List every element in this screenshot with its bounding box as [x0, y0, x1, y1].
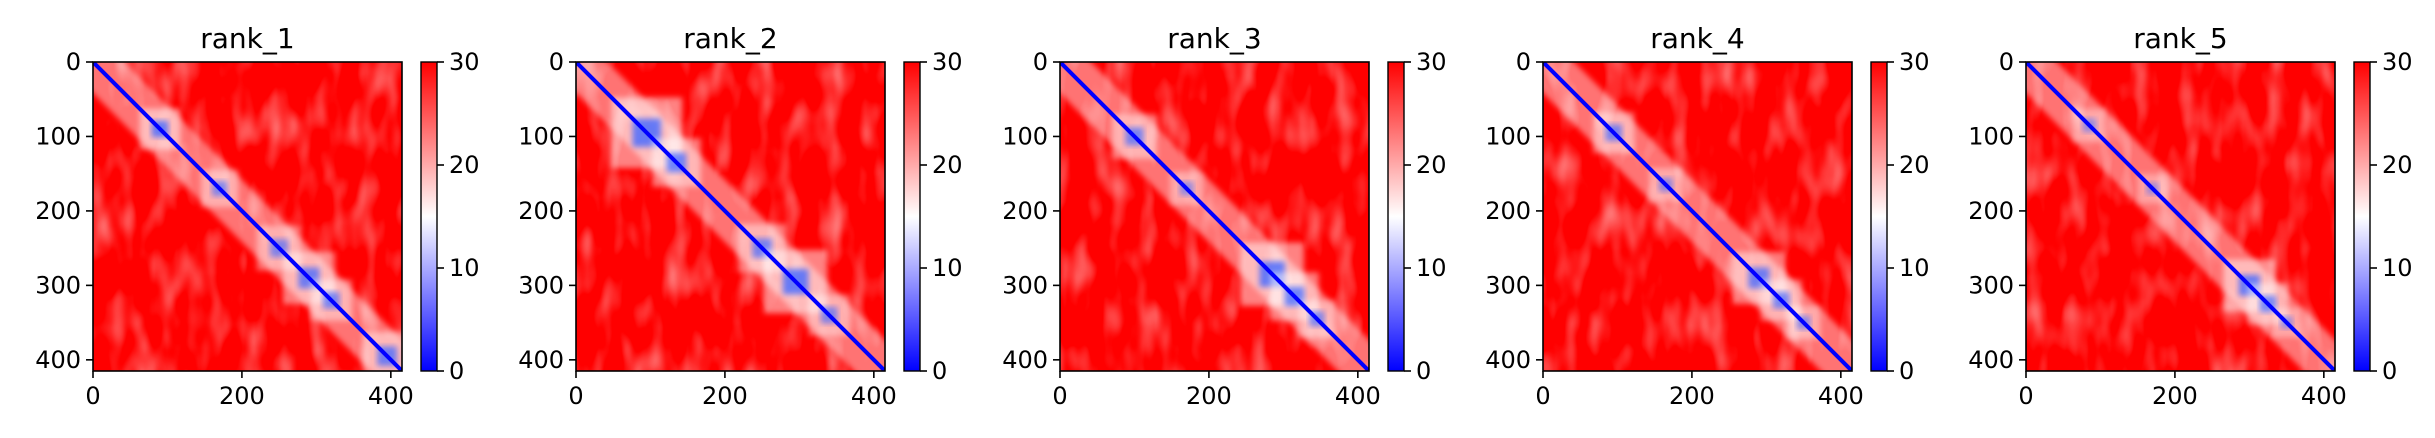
- colorbar-tick-label: 30: [2382, 48, 2413, 76]
- x-tick-label: 0: [85, 382, 100, 410]
- colorbar-tick-label: 0: [932, 357, 947, 385]
- y-tick-label: 300: [1968, 271, 2014, 299]
- colorbar-gradient: [420, 61, 438, 372]
- colorbar-tick-label: 10: [932, 254, 963, 282]
- panel-title: rank_2: [683, 22, 777, 55]
- colorbar-gradient: [1387, 61, 1405, 372]
- axes-frame: [2025, 61, 2336, 372]
- x-tick-label: 0: [1052, 382, 1067, 410]
- colorbar-gradient: [1870, 61, 1888, 372]
- heatmap-image: [2026, 62, 2335, 371]
- x-tick-label: 400: [1818, 382, 1864, 410]
- y-tick-label: 400: [1485, 346, 1531, 374]
- y-tick-label: 0: [1033, 48, 1048, 76]
- colorbar-tick-label: 10: [2382, 254, 2413, 282]
- y-tick-label: 400: [1002, 346, 1048, 374]
- colorbar: 0 10 20 30: [2353, 48, 2413, 385]
- y-tick-label: 200: [518, 197, 564, 225]
- colorbar-tick-label: 20: [1416, 151, 1447, 179]
- main-diagonal: [576, 62, 885, 371]
- y-tick-label: 300: [35, 271, 81, 299]
- y-tick-label: 100: [518, 122, 564, 150]
- colorbar: 0 10 20 30: [1387, 48, 1447, 385]
- colorbar-tick-label: 20: [1899, 151, 1930, 179]
- colorbar-tick-label: 0: [1899, 357, 1914, 385]
- y-tick-label: 300: [1002, 271, 1048, 299]
- colorbar-tick-label: 20: [449, 151, 480, 179]
- colorbar-gradient: [2353, 61, 2371, 372]
- heatmap-image: [93, 62, 402, 371]
- main-diagonal: [1543, 62, 1852, 371]
- colorbar-tick-label: 10: [1416, 254, 1447, 282]
- colorbar-tick-label: 10: [1899, 254, 1930, 282]
- y-tick-label: 200: [1002, 197, 1048, 225]
- y-tick-label: 200: [1968, 197, 2014, 225]
- y-tick-label: 0: [1516, 48, 1531, 76]
- y-tick-label: 300: [1485, 271, 1531, 299]
- axes-frame: [575, 61, 886, 372]
- colorbar-tick-label: 30: [1416, 48, 1447, 76]
- panel-title: rank_3: [1167, 22, 1261, 55]
- x-tick-label: 200: [702, 382, 748, 410]
- y-tick-label: 400: [35, 346, 81, 374]
- panel-title: rank_5: [2133, 22, 2227, 55]
- colorbar-tick-label: 0: [1416, 357, 1431, 385]
- x-tick-label: 0: [1535, 382, 1550, 410]
- colorbar-tick-label: 0: [2382, 357, 2397, 385]
- y-tick-label: 100: [1485, 122, 1531, 150]
- y-tick-label: 100: [1002, 122, 1048, 150]
- colorbar: 0 10 20 30: [1870, 48, 1930, 385]
- colorbar: 0 10 20 30: [420, 48, 480, 385]
- colorbar-tick-label: 20: [932, 151, 963, 179]
- y-tick-label: 0: [549, 48, 564, 76]
- axes-frame: [92, 61, 403, 372]
- y-tick-label: 300: [518, 271, 564, 299]
- x-tick-label: 200: [1669, 382, 1715, 410]
- x-tick-label: 0: [2018, 382, 2033, 410]
- y-tick-label: 0: [66, 48, 81, 76]
- y-tick-label: 100: [1968, 122, 2014, 150]
- heatmap-image: [576, 62, 885, 371]
- main-diagonal: [1060, 62, 1369, 371]
- y-tick-label: 400: [518, 346, 564, 374]
- main-diagonal: [2026, 62, 2335, 371]
- x-tick-label: 200: [219, 382, 265, 410]
- x-tick-label: 200: [1186, 382, 1232, 410]
- panel-title: rank_1: [200, 22, 294, 55]
- heatmap-image: [1543, 62, 1852, 371]
- panel-title: rank_4: [1650, 22, 1744, 55]
- main-diagonal: [93, 62, 402, 371]
- colorbar-tick-label: 10: [449, 254, 480, 282]
- y-tick-label: 100: [35, 122, 81, 150]
- colorbar-tick-label: 30: [1899, 48, 1930, 76]
- heatmap-image: [1060, 62, 1369, 371]
- y-tick-label: 0: [1999, 48, 2014, 76]
- colorbar-tick-label: 0: [449, 357, 464, 385]
- axes-frame: [1059, 61, 1370, 372]
- colorbar-tick-label: 30: [449, 48, 480, 76]
- colorbar-tick-label: 30: [932, 48, 963, 76]
- x-tick-label: 400: [851, 382, 897, 410]
- y-tick-label: 200: [35, 197, 81, 225]
- x-tick-label: 400: [368, 382, 414, 410]
- x-tick-label: 400: [1335, 382, 1381, 410]
- colorbar-tick-label: 20: [2382, 151, 2413, 179]
- axes-frame: [1542, 61, 1853, 372]
- colorbar: 0 10 20 30: [903, 48, 963, 385]
- x-tick-label: 0: [568, 382, 583, 410]
- y-tick-label: 400: [1968, 346, 2014, 374]
- colorbar-gradient: [903, 61, 921, 372]
- y-tick-label: 200: [1485, 197, 1531, 225]
- x-tick-label: 200: [2152, 382, 2198, 410]
- x-tick-label: 400: [2301, 382, 2347, 410]
